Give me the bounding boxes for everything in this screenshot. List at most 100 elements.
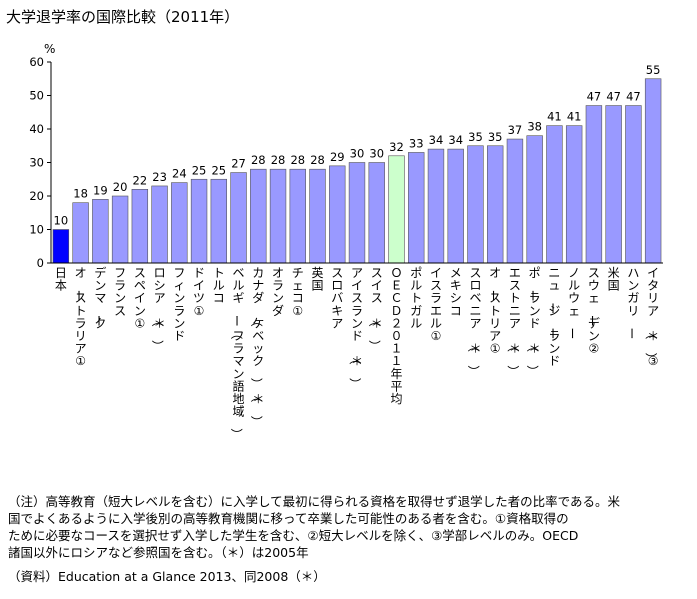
category-label: スペイン ① <box>134 266 146 330</box>
note-line-1: （注）高等教育（短大レベルを含む）に入学して最初に得られる資格を取得せず退学した… <box>8 494 621 509</box>
bar <box>585 105 603 264</box>
bar <box>52 229 70 264</box>
category-label: メキシコ <box>450 266 462 318</box>
bar <box>486 145 504 264</box>
bar <box>368 162 385 264</box>
bar <box>565 125 583 264</box>
bar <box>131 189 149 264</box>
bar <box>210 178 228 264</box>
category-label: ＯＥＣＤ２０１１年平均 <box>390 266 402 406</box>
bar <box>309 168 326 264</box>
category-label: カナダ（ケベック）（＊） <box>249 266 264 428</box>
category-label: オーストラリア ① <box>72 266 87 368</box>
bar <box>348 162 366 264</box>
note-line-4: 諸国以外にロシアなど参照国を含む。（＊）は2005年 <box>8 545 309 560</box>
category-label: ロシア（＊） <box>151 266 166 352</box>
y-tick-label: 30 <box>29 156 44 170</box>
category-label: オランダ <box>272 266 284 318</box>
bar-value-label: 30 <box>369 147 384 161</box>
bar-value-label: 28 <box>310 153 325 167</box>
bar-value-label: 25 <box>192 163 207 177</box>
category-label: スロベニア（＊） <box>466 266 481 377</box>
bar-value-label: 34 <box>448 133 463 147</box>
category-label: トルコ <box>213 266 225 305</box>
bar-value-label: 25 <box>211 163 226 177</box>
bar <box>447 148 464 264</box>
bar-value-label: 47 <box>587 90 602 104</box>
bar-value-label: 29 <box>330 150 345 164</box>
bar-value-label: 41 <box>567 110 582 124</box>
chart-title: 大学退学率の国際比較（2011年） <box>6 8 240 26</box>
category-label: ノルウェー <box>565 266 580 339</box>
category-label: チェコ ① <box>292 266 304 318</box>
bar-value-label: 22 <box>133 173 148 187</box>
category-label: フィンランド <box>173 266 185 343</box>
category-label: 米国 <box>608 266 620 293</box>
category-label: フランス <box>114 266 126 318</box>
bar <box>546 125 563 264</box>
y-tick-label: 0 <box>37 256 44 270</box>
category-label: イスラエル ① <box>430 266 442 343</box>
bar-value-label: 19 <box>93 183 108 197</box>
category-label: スイス（＊） <box>368 266 383 352</box>
bar-value-label: 55 <box>646 63 661 77</box>
category-label: ポーランド（＊） <box>526 266 541 377</box>
y-tick-label: 20 <box>29 189 44 203</box>
bar-value-label: 18 <box>73 187 88 201</box>
bar <box>467 145 484 264</box>
y-axis-unit-label: % <box>44 42 55 56</box>
y-tick-label: 50 <box>29 89 44 103</box>
category-label: オーストリア ① <box>486 266 501 356</box>
bar-value-label: 34 <box>429 133 444 147</box>
bar-value-label: 10 <box>54 214 69 228</box>
bar <box>230 172 247 264</box>
bar-value-label: 41 <box>547 110 562 124</box>
y-tick-label: 40 <box>29 122 44 136</box>
bar <box>269 168 287 264</box>
bar-value-label: 33 <box>409 136 424 150</box>
bar-value-label: 20 <box>113 180 128 194</box>
note-line-2: 国でよくあるように入学後別の高等教育機関に移って卒業した可能性のある者を含む。①… <box>8 511 569 526</box>
bar-value-label: 28 <box>251 153 266 167</box>
bar-value-label: 24 <box>172 167 187 181</box>
bar-chart: % 0 10 20 30 40 50 60 10 18 19 20 22 23 24 25 25 27 28 28 28… <box>29 42 663 440</box>
category-label: アイスランド（＊） <box>348 266 363 390</box>
y-tick-label: 10 <box>29 223 44 237</box>
bar <box>171 182 188 264</box>
bar-value-label: 23 <box>152 170 167 184</box>
category-label: スウェーデン ② <box>585 266 600 356</box>
bar <box>92 199 109 264</box>
category-label: ハンガリー <box>624 266 639 339</box>
bar <box>625 105 642 264</box>
bar-value-label: 30 <box>350 147 365 161</box>
category-label: 日本 <box>55 266 67 293</box>
bar-value-label: 28 <box>271 153 286 167</box>
bar-value-label: 27 <box>231 157 246 171</box>
bar <box>111 195 129 264</box>
note-line-3: ために必要なコースを選択せず入学した学生を含む、②短大レベルを除く、③学部レベル… <box>8 528 579 543</box>
bar-value-label: 35 <box>488 130 503 144</box>
category-label: イタリア（＊）③ <box>644 266 659 368</box>
bar-value-label: 35 <box>468 130 483 144</box>
bar-value-label: 32 <box>389 140 404 154</box>
bar-value-label: 38 <box>527 120 542 134</box>
bar <box>427 148 445 264</box>
bar-value-label: 28 <box>290 153 305 167</box>
bar <box>289 168 306 264</box>
bar <box>72 202 89 264</box>
source-line: （資料）Education at a Glance 2013、同2008（＊） <box>8 569 326 584</box>
bar-value-label: 47 <box>606 90 621 104</box>
category-label: ニュージーランド <box>545 266 560 368</box>
category-label: ドイツ ① <box>193 266 205 318</box>
category-label: スロバキア <box>331 266 343 330</box>
bar <box>506 138 524 264</box>
bar <box>605 105 622 264</box>
category-label: ベルギー（フラマン語地域） <box>230 266 245 440</box>
category-label: エストニア（＊） <box>506 266 521 377</box>
category-label: ポルトガル <box>410 266 422 330</box>
bar-value-label: 37 <box>508 123 523 137</box>
y-tick-label: 60 <box>29 55 44 69</box>
bar <box>151 185 168 264</box>
bar <box>250 168 267 264</box>
bar-value-label: 47 <box>626 90 641 104</box>
